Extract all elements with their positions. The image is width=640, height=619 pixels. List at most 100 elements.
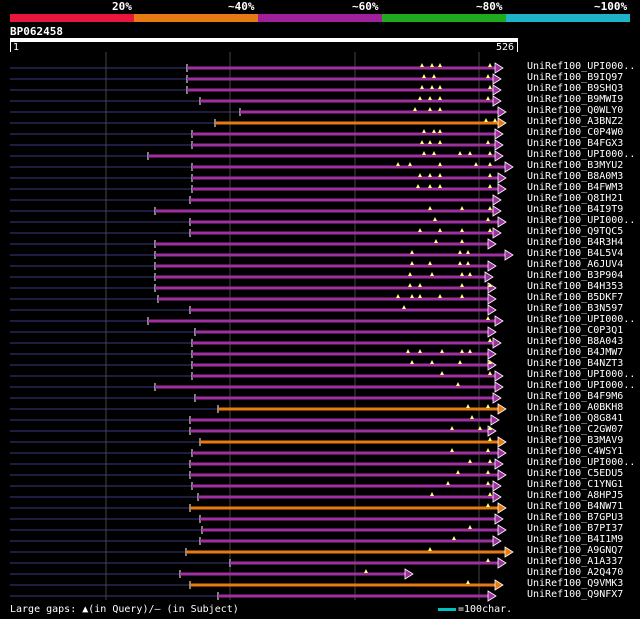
hit-bar[interactable]: [192, 341, 494, 345]
hit-bar[interactable]: [180, 572, 406, 576]
hit-bar[interactable]: [190, 473, 499, 477]
hit-bar[interactable]: [218, 594, 489, 598]
hit-bar[interactable]: [200, 440, 499, 444]
hit-row[interactable]: [10, 414, 500, 426]
hit-label[interactable]: UniRef100_B4NZT3: [527, 358, 624, 369]
hit-label[interactable]: UniRef100_UPI000..: [527, 380, 636, 391]
hit-bar[interactable]: [200, 517, 496, 521]
hit-bar[interactable]: [190, 418, 492, 422]
hit-row[interactable]: [10, 348, 497, 360]
hit-bar[interactable]: [155, 385, 496, 389]
hit-bar[interactable]: [215, 121, 499, 125]
hit-label[interactable]: UniRef100_Q9VMK3: [527, 578, 624, 589]
hit-label[interactable]: UniRef100_C0P3Q1: [527, 325, 624, 336]
hit-row[interactable]: [10, 524, 507, 536]
hit-row[interactable]: [10, 502, 507, 514]
hit-row[interactable]: [10, 304, 497, 316]
hit-row[interactable]: [10, 337, 502, 349]
hit-row[interactable]: [10, 172, 507, 184]
hit-bar[interactable]: [158, 297, 489, 301]
hit-label[interactable]: UniRef100_Q9TQC5: [527, 226, 624, 237]
hit-bar[interactable]: [190, 308, 489, 312]
hit-row[interactable]: [10, 469, 507, 481]
hit-bar[interactable]: [218, 407, 499, 411]
hit-label[interactable]: UniRef100_B4JMW7: [527, 347, 624, 358]
hit-bar[interactable]: [148, 154, 496, 158]
hit-row[interactable]: [10, 194, 502, 206]
hit-row[interactable]: [10, 370, 504, 382]
hit-row[interactable]: [10, 546, 514, 558]
hit-row[interactable]: [10, 579, 504, 591]
hit-row[interactable]: [10, 315, 504, 327]
hit-label[interactable]: UniRef100_A2Q470: [527, 567, 624, 578]
hit-label[interactable]: UniRef100_B4L5V4: [527, 248, 624, 259]
hit-bar[interactable]: [155, 253, 506, 257]
hit-bar[interactable]: [155, 209, 494, 213]
hit-bar[interactable]: [187, 88, 494, 92]
hit-row[interactable]: [10, 491, 502, 503]
hit-bar[interactable]: [195, 396, 494, 400]
hit-row[interactable]: [10, 271, 494, 283]
hit-label[interactable]: UniRef100_B4I9T9: [527, 204, 624, 215]
hit-label[interactable]: UniRef100_B9IQ97: [527, 72, 624, 83]
hit-label[interactable]: UniRef100_Q8G841: [527, 413, 624, 424]
hit-label[interactable]: UniRef100_Q8IH21: [527, 193, 624, 204]
hit-label[interactable]: UniRef100_UPI000..: [527, 457, 636, 468]
hit-label[interactable]: UniRef100_A3BNZ2: [527, 116, 624, 127]
hit-label[interactable]: UniRef100_B4FGX3: [527, 138, 624, 149]
hit-label[interactable]: UniRef100_B7GPU3: [527, 512, 624, 523]
hit-bar[interactable]: [192, 176, 499, 180]
hit-bar[interactable]: [187, 77, 494, 81]
hit-bar[interactable]: [192, 451, 499, 455]
hit-row[interactable]: [10, 381, 504, 393]
hit-row[interactable]: [10, 458, 504, 470]
hit-bar[interactable]: [190, 583, 496, 587]
hit-label[interactable]: UniRef100_UPI000..: [527, 215, 636, 226]
hit-label[interactable]: UniRef100_A6JUV4: [527, 259, 624, 270]
hit-label[interactable]: UniRef100_UPI000..: [527, 369, 636, 380]
hit-label[interactable]: UniRef100_C0P4W0: [527, 127, 624, 138]
hit-row[interactable]: [10, 62, 504, 74]
hit-bar[interactable]: [198, 495, 494, 499]
hit-label[interactable]: UniRef100_B4FWM3: [527, 182, 624, 193]
hit-row[interactable]: [10, 425, 497, 437]
hit-label[interactable]: UniRef100_B5DKF7: [527, 292, 624, 303]
hit-bar[interactable]: [148, 319, 496, 323]
hit-label[interactable]: UniRef100_UPI000..: [527, 314, 636, 325]
hit-label[interactable]: UniRef100_B3P904: [527, 270, 624, 281]
hit-bar[interactable]: [192, 363, 489, 367]
hit-row[interactable]: [10, 557, 507, 569]
hit-bar[interactable]: [190, 220, 499, 224]
hit-bar[interactable]: [192, 143, 496, 147]
hit-label[interactable]: UniRef100_B4I1M9: [527, 534, 624, 545]
hit-bar[interactable]: [190, 198, 494, 202]
hit-label[interactable]: UniRef100_A1A337: [527, 556, 624, 567]
hit-label[interactable]: UniRef100_UPI000..: [527, 149, 636, 160]
hit-label[interactable]: UniRef100_C4WSY1: [527, 446, 624, 457]
hit-label[interactable]: UniRef100_Q0WLY0: [527, 105, 624, 116]
hit-row[interactable]: [10, 150, 504, 162]
hit-row[interactable]: [10, 117, 507, 129]
hit-label[interactable]: UniRef100_A0BKH8: [527, 402, 624, 413]
hit-row[interactable]: [10, 205, 502, 217]
hit-label[interactable]: UniRef100_B3MAV9: [527, 435, 624, 446]
hit-row[interactable]: [10, 249, 514, 261]
hit-row[interactable]: [10, 95, 502, 107]
hit-bar[interactable]: [155, 275, 486, 279]
hit-row[interactable]: [10, 359, 497, 371]
hit-row[interactable]: [10, 139, 504, 151]
hit-row[interactable]: [10, 106, 507, 118]
hit-label[interactable]: UniRef100_B9MWI9: [527, 94, 624, 105]
hit-row[interactable]: [10, 480, 502, 492]
hit-label[interactable]: UniRef100_B4H353: [527, 281, 624, 292]
hit-bar[interactable]: [190, 462, 496, 466]
hit-bar[interactable]: [155, 264, 489, 268]
hit-row[interactable]: [10, 128, 504, 140]
hit-bar[interactable]: [200, 99, 494, 103]
hit-label[interactable]: UniRef100_UPI000..: [527, 61, 636, 72]
hit-label[interactable]: UniRef100_B9SHQ3: [527, 83, 624, 94]
hit-bar[interactable]: [186, 550, 506, 554]
hit-bar[interactable]: [192, 165, 506, 169]
hit-label[interactable]: UniRef100_C1YNG1: [527, 479, 624, 490]
hit-bar[interactable]: [195, 330, 489, 334]
